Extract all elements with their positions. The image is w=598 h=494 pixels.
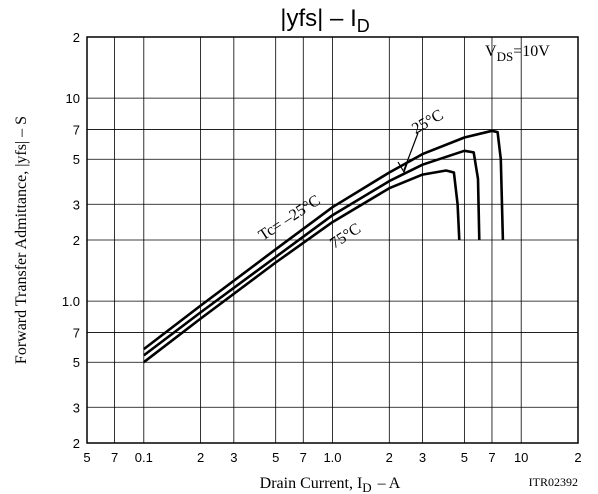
x-tick-label: 0.1 — [135, 450, 153, 465]
y-tick-label: 5 — [73, 355, 80, 370]
x-label-unit: – A — [377, 475, 401, 492]
condition-subscript: DS — [497, 49, 514, 64]
condition-label: VDS=10V — [485, 43, 550, 64]
series-line — [143, 149, 481, 357]
condition-text: V — [485, 43, 497, 60]
y-tick-label: 3 — [73, 400, 80, 415]
y-tick-label: 7 — [73, 326, 80, 341]
y-tick-label: 5 — [73, 152, 80, 167]
y-tick-label: 3 — [73, 197, 80, 212]
y-tick-label: 10 — [66, 91, 80, 106]
condition-value: =10V — [513, 43, 550, 60]
title-main: |yfs| – I — [280, 5, 357, 32]
x-tick-label: 5 — [461, 450, 468, 465]
x-tick-label: 10 — [514, 450, 528, 465]
x-tick-label: 7 — [111, 450, 118, 465]
x-tick-label: 5 — [272, 450, 279, 465]
series-line — [143, 129, 505, 351]
x-label-subscript: D — [362, 480, 371, 494]
x-tick-label: 2 — [197, 450, 204, 465]
title-subscript: D — [357, 16, 370, 36]
x-label-text: Drain Current, I — [260, 475, 363, 492]
y-tick-label: 7 — [73, 123, 80, 138]
figure-id: ITR02392 — [529, 475, 578, 489]
y-tick-label: 2 — [73, 233, 80, 248]
x-tick-label: 2 — [574, 450, 581, 465]
x-tick-label: 7 — [488, 450, 495, 465]
y-tick-label: 1.0 — [62, 294, 80, 309]
chart-title: |yfs| – ID — [280, 5, 370, 36]
x-tick-label: 3 — [230, 450, 237, 465]
x-tick-label: 2 — [386, 450, 393, 465]
y-axis-label: Forward Transfer Admittance, |yfs| – S — [13, 116, 30, 364]
x-tick-label: 3 — [419, 450, 426, 465]
x-tick-label: 5 — [83, 450, 90, 465]
x-axis-label: Drain Current, ID – A — [260, 475, 401, 494]
y-tick-label: 2 — [73, 30, 80, 45]
y-tick-label: 2 — [73, 436, 80, 451]
plot-frame — [86, 36, 579, 444]
series-label: 25°C — [409, 106, 446, 137]
x-tick-label: 7 — [300, 450, 307, 465]
x-tick-label: 1.0 — [323, 450, 341, 465]
series-line — [143, 169, 461, 364]
